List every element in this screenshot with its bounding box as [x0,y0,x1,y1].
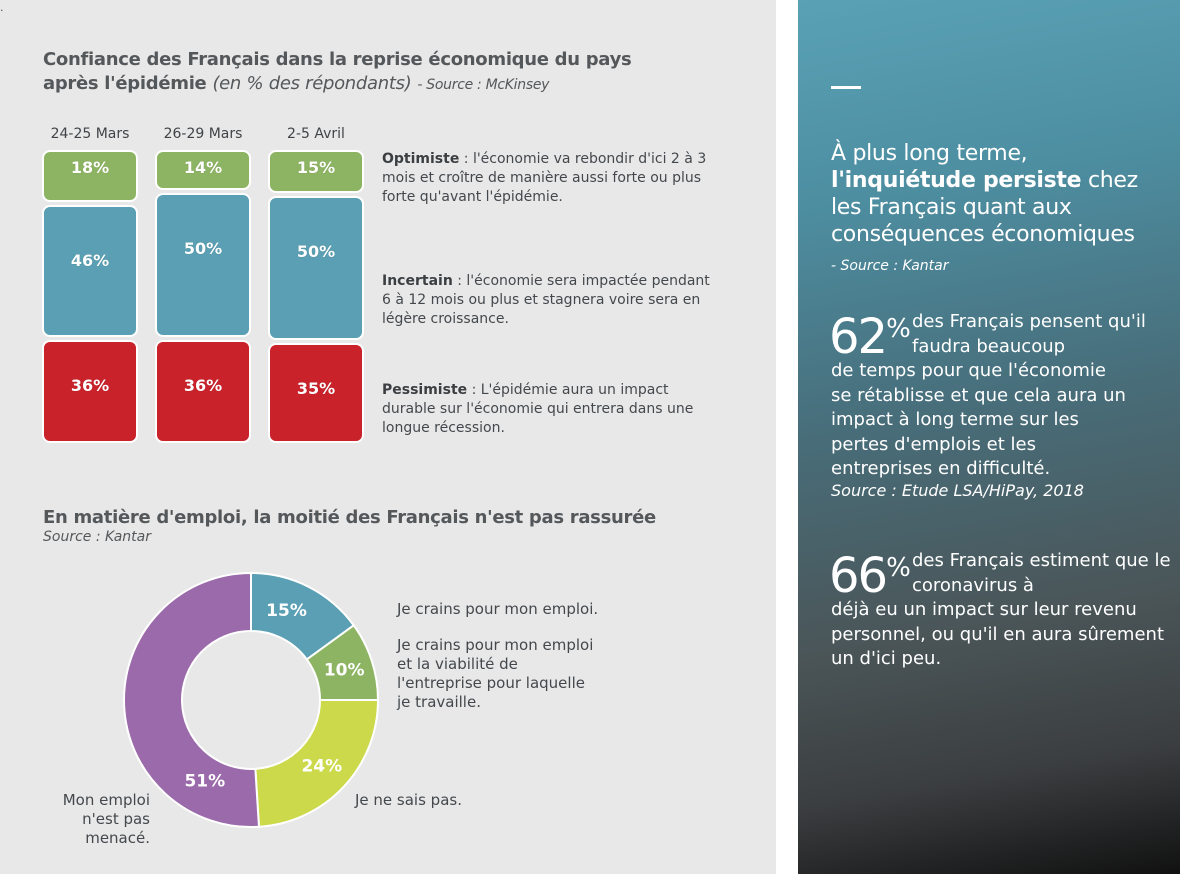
stat2-number: 66% [829,551,911,609]
stat1-number-value: 62 [829,309,888,365]
bar-label-pessimiste-2: 36% [183,375,223,395]
col-header-1: 24-25 Mars [50,126,130,142]
quote: À plus long terme, l'inquiétude persiste… [831,140,1151,248]
bar-pessimiste-2: 36% [155,339,251,443]
legend-incertain-text: : l'économie sera impactée pendant 6 à 1… [382,273,710,327]
panel-gap [776,0,798,874]
col-header-2: 26-29 Mars [163,126,243,142]
bar-optimiste-2: 14% [155,150,251,191]
legend-optimiste: Optimiste : l'économie va rebondir d'ici… [382,150,712,207]
legend-incertain: Incertain : l'économie sera impactée pen… [382,272,712,329]
corner-mark: . [0,1,4,14]
stat1-text-first: des Français pensent qu'il faudra beauco… [912,311,1146,357]
bar-incertain-2: 50% [155,193,251,337]
chart2-title: En matière d'emploi, la moitié des Franç… [43,507,656,528]
slice-24-label: 24% [301,757,342,777]
chart1-title: Confiance des Français dans la reprise é… [43,48,683,97]
stat1-text-rest: de temps pour que l'économie se rétablis… [831,360,1126,479]
stat1-source: Source : Etude LSA/HiPay, 2018 [831,481,1084,500]
accent-dash [831,86,861,89]
chart1-title-unit: (en % des répondants) [212,73,412,94]
chart2-source: Source : Kantar [43,529,151,545]
chart1-title-line1: Confiance des Français dans la reprise é… [43,49,632,70]
bar-label-incertain-1: 46% [70,250,110,270]
legend-pessimiste-label: Pessimiste [382,382,468,398]
chart1-title-line2: après l'épidémie [43,73,207,94]
legend-pessimiste-text: : L'épidémie aura un impact durable sur … [382,382,694,436]
bar-label-optimiste-1: 18% [70,158,110,177]
slice-15-label: 15% [266,601,307,621]
donut-label-51: Mon emploi n'est pas menacé. [62,791,150,847]
quote-part1: À plus long terme, [831,141,1028,166]
bar-incertain-1: 46% [42,204,138,337]
bar-label-incertain-3: 50% [296,242,336,262]
quote-bold: l'inquiétude persiste [831,168,1082,193]
bar-optimiste-1: 18% [42,150,138,202]
legend-optimiste-text: : l'économie va rebondir d'ici 2 à 3 moi… [382,151,707,205]
stat2-number-value: 66 [829,548,888,604]
stat2-percent-sign: % [886,553,911,583]
stat2-text-first: des Français estiment que le coronavirus… [912,550,1171,596]
quote-part2: chez les Français quant aux conséquences… [831,168,1138,247]
quote-source: - Source : Kantar [831,258,949,274]
bar-label-optimiste-2: 14% [183,158,223,177]
legend-incertain-label: Incertain [382,273,453,289]
bar-label-pessimiste-3: 35% [296,378,336,398]
legend-pessimiste: Pessimiste : L'épidémie aura un impact d… [382,381,712,438]
slice-10-label: 10% [324,661,365,681]
donut-label-15: Je crains pour mon emploi. [397,600,599,618]
donut-label-24: Je ne sais pas. [355,791,462,809]
bar-incertain-3: 50% [268,196,364,340]
slice-24 [254,699,380,828]
bar-label-incertain-2: 50% [183,239,223,259]
col-header-3: 2-5 Avril [287,126,345,142]
right-panel [798,0,1180,874]
stat1-percent-sign: % [886,314,911,344]
chart1-source: - Source : McKinsey [417,77,550,93]
stat2-text-rest: déjà eu un impact sur leur revenu person… [831,599,1165,669]
slice-51 [123,571,261,828]
bar-pessimiste-1: 36% [42,339,138,443]
bar-pessimiste-3: 35% [268,342,364,443]
bar-label-pessimiste-1: 36% [70,375,110,395]
donut-label-10: Je crains pour mon emploi et la viabilit… [397,636,594,711]
stat1-number: 62% [829,312,911,370]
bar-label-optimiste-3: 15% [296,158,336,177]
slice-51-label: 51% [184,771,225,791]
bar-optimiste-3: 15% [268,150,364,194]
donut-chart: 15% 10% 24% 51% [123,571,380,828]
legend-optimiste-label: Optimiste [382,151,460,167]
